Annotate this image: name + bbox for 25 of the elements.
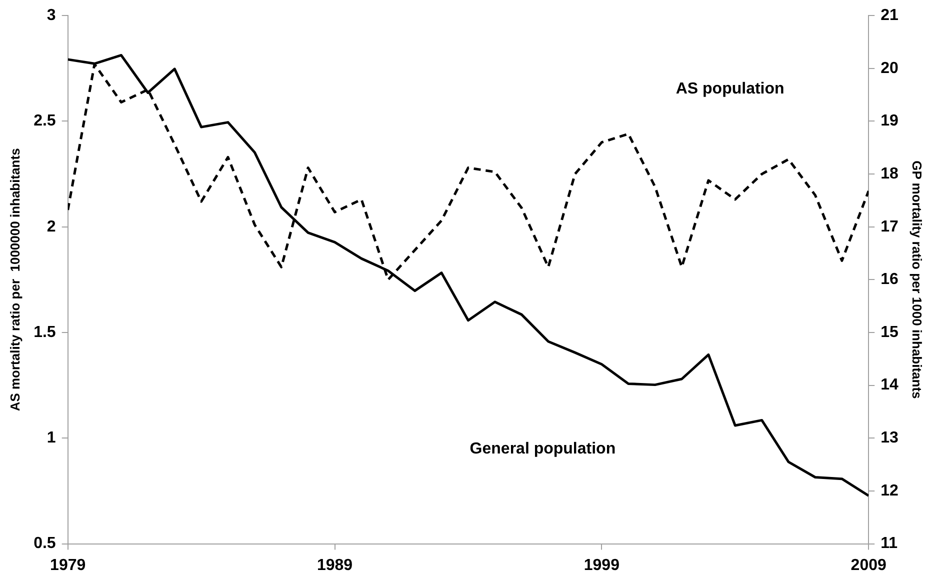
y-tick-label: 3 [46, 7, 56, 24]
y2-tick-label: 21 [880, 7, 898, 24]
y2-axis-title: GP mortality ratio per 1000 inhabitants [910, 160, 925, 399]
y2-tick-label: 19 [880, 112, 898, 130]
y2-tick-label: 20 [880, 60, 898, 77]
y2-tick-label: 11 [880, 535, 898, 552]
y-tick-label: 1.5 [34, 324, 56, 341]
x-tick-label: 2009 [850, 556, 886, 574]
y2-tick-label: 12 [880, 482, 898, 500]
y-tick-label: 2 [46, 218, 56, 236]
y-axis-title: AS mortality ratio per 1000000 inhabitants [7, 148, 22, 412]
x-tick-label: 1989 [316, 556, 353, 574]
annotation: General population [470, 440, 616, 458]
y2-tick-label: 16 [880, 271, 898, 288]
y-tick-label: 2.5 [34, 112, 56, 130]
x-tick-label: 1979 [50, 556, 86, 574]
y2-tick-label: 15 [880, 324, 898, 341]
y2-tick-label: 18 [880, 165, 898, 182]
x-tick-label: 1999 [584, 556, 620, 574]
y2-tick-label: 14 [880, 376, 898, 394]
y2-tick-label: 13 [880, 430, 898, 447]
y-tick-label: 0.5 [34, 535, 56, 552]
y2-tick-label: 17 [880, 218, 898, 236]
y-tick-label: 1 [46, 430, 56, 447]
annotation: AS population [676, 80, 784, 98]
